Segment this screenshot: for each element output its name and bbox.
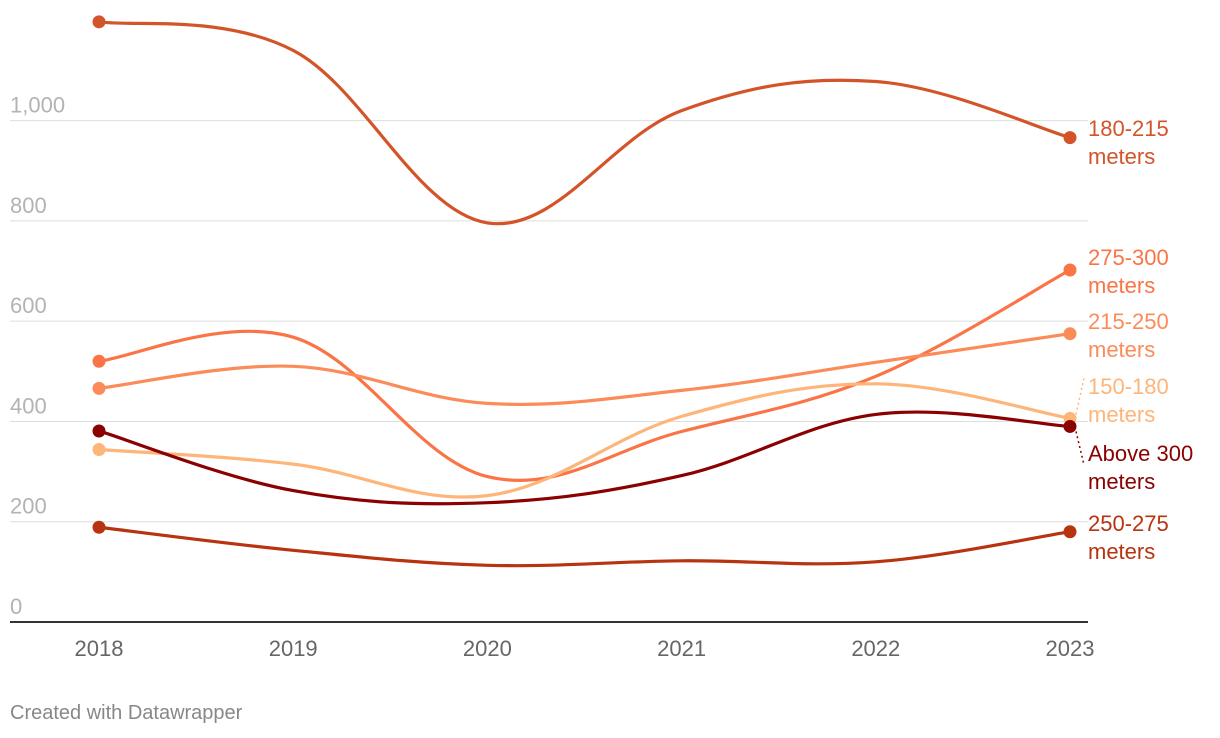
- x-axis-ticks: 2018 2019 2020 2021 2022 2023: [75, 636, 1095, 661]
- series-line-150-180-meters: [97, 382, 1072, 499]
- series-line-215-250-meters: [97, 332, 1072, 407]
- x-tick-label: 2019: [269, 636, 318, 661]
- x-tick-label: 2023: [1046, 636, 1095, 661]
- y-tick-label: 1,000: [10, 93, 65, 118]
- series-label-line: meters: [1088, 469, 1155, 494]
- x-tick-label: 2020: [463, 636, 512, 661]
- series-label-line: 215-250: [1088, 309, 1169, 334]
- point-end-250-275-meters: [1063, 525, 1077, 539]
- series-label-275-300-meters: 275-300 meters: [1088, 245, 1169, 298]
- point-start-150-180-meters: [92, 443, 106, 457]
- series-label-line: meters: [1088, 539, 1155, 564]
- series-label-line: 275-300: [1088, 245, 1169, 270]
- series-lines: [92, 15, 1077, 568]
- series-line-250-275-meters: [97, 525, 1072, 568]
- x-tick-label: 2021: [657, 636, 706, 661]
- y-tick-label: 600: [10, 293, 47, 318]
- point-end-215-250-meters: [1063, 327, 1077, 341]
- series-label-250-275-meters: 250-275 meters: [1088, 511, 1169, 564]
- series-label-line: 250-275: [1088, 511, 1169, 536]
- series-label-line: meters: [1088, 273, 1155, 298]
- point-start-275-300-meters: [92, 354, 106, 368]
- point-start-250-275-meters: [92, 520, 106, 534]
- point-end-180-215-meters: [1063, 131, 1077, 145]
- y-tick-label: 800: [10, 193, 47, 218]
- series-label-line: meters: [1088, 402, 1155, 427]
- series-label-line: 150-180: [1088, 374, 1169, 399]
- series-label-180-215-meters: 180-215 meters: [1088, 116, 1169, 169]
- point-start-above-300-meters: [92, 424, 106, 438]
- leader-line-above-300: [1075, 431, 1085, 466]
- series-line-above-300-meters: [97, 410, 1072, 506]
- y-tick-label: 0: [10, 594, 22, 619]
- y-tick-label: 200: [10, 494, 47, 519]
- series-label-215-250-meters: 215-250 meters: [1088, 309, 1169, 362]
- y-axis-ticks: 0 200 400 600 800 1,000: [10, 93, 65, 619]
- x-tick-label: 2022: [851, 636, 900, 661]
- point-end-275-300-meters: [1063, 263, 1077, 277]
- x-tick-label: 2018: [75, 636, 124, 661]
- series-label-line: Above 300: [1088, 441, 1193, 466]
- gridlines: [10, 120, 1088, 523]
- leader-line-150-180: [1075, 377, 1085, 415]
- point-start-180-215-meters: [92, 15, 106, 29]
- y-tick-label: 400: [10, 393, 47, 418]
- series-label-above-300-meters: Above 300 meters: [1088, 441, 1193, 494]
- series-line-275-300-meters: [97, 268, 1072, 482]
- series-label-line: meters: [1088, 144, 1155, 169]
- series-label-line: meters: [1088, 337, 1155, 362]
- series-label-150-180-meters: 150-180 meters: [1088, 374, 1169, 427]
- point-end-above-300-meters: [1063, 419, 1077, 433]
- series-label-line: 180-215: [1088, 116, 1169, 141]
- series-line-180-215-meters: [97, 20, 1072, 226]
- point-start-215-250-meters: [92, 381, 106, 395]
- credit-text: Created with Datawrapper: [10, 702, 243, 724]
